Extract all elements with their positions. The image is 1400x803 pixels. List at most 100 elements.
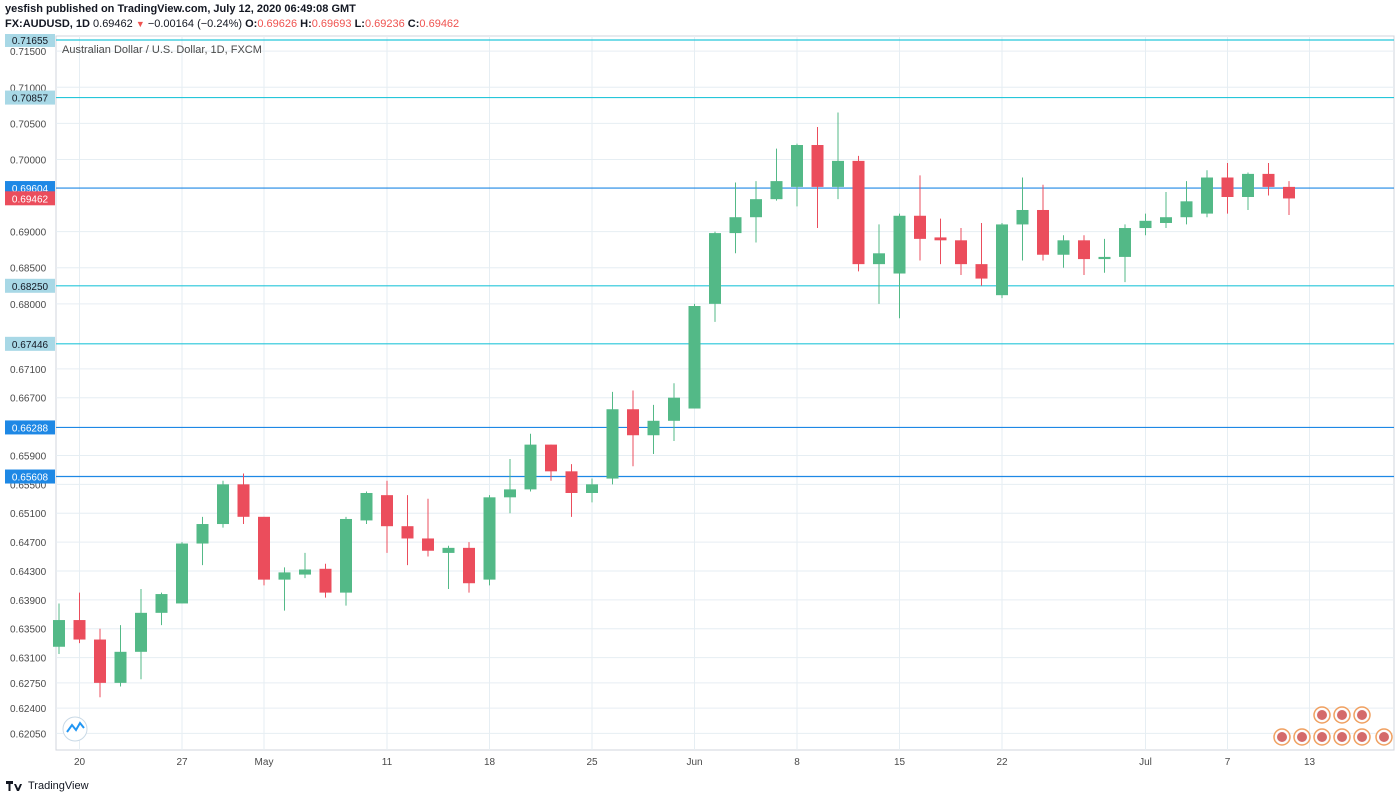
- y-tick-label: 0.65500: [10, 480, 47, 491]
- tradingview-watermark-icon: [62, 716, 88, 742]
- candle-body: [483, 497, 496, 580]
- candle: [217, 480, 229, 528]
- candle: [1057, 235, 1070, 268]
- candle: [955, 228, 967, 275]
- x-tick-label: Jun: [686, 757, 702, 768]
- y-tick-label: 0.68500: [10, 264, 47, 275]
- candle: [770, 148, 783, 201]
- level-tag-box: [5, 420, 55, 435]
- high-label: H:: [300, 18, 312, 30]
- candle-body: [53, 620, 65, 647]
- candle: [53, 603, 65, 654]
- candle-body: [94, 639, 106, 683]
- candle-body: [647, 420, 660, 436]
- low-label: L:: [354, 18, 365, 30]
- candle-body: [627, 409, 639, 436]
- candle-body: [1119, 228, 1131, 257]
- candle: [299, 552, 311, 579]
- candle: [1283, 181, 1295, 216]
- candle-body: [73, 620, 86, 640]
- event-flag-icon: [1353, 706, 1371, 724]
- candle: [258, 516, 270, 586]
- level-tag-box: [5, 469, 55, 484]
- candle: [709, 231, 721, 322]
- candle-body: [442, 547, 455, 553]
- candle: [1098, 238, 1111, 273]
- event-flag-icon: [1353, 728, 1371, 746]
- x-tick-label: 8: [794, 757, 800, 768]
- close-value: 0.69462: [419, 18, 460, 30]
- candle: [278, 567, 291, 611]
- y-tick-label: 0.68000: [10, 300, 47, 311]
- candle-body: [1160, 217, 1172, 223]
- candle: [545, 444, 557, 481]
- x-tick-label: 27: [176, 757, 188, 768]
- y-tick-label: 0.67100: [10, 365, 47, 376]
- publisher-line: yesfish published on TradingView.com, Ju…: [5, 3, 356, 15]
- candle: [1016, 177, 1029, 261]
- candle-body: [299, 569, 311, 575]
- candle-body: [155, 594, 168, 613]
- candle: [975, 222, 988, 286]
- candle-body: [955, 240, 967, 265]
- candle-body: [1180, 201, 1193, 218]
- candle: [873, 224, 885, 304]
- level-tag-box: [5, 34, 55, 47]
- candle-body: [873, 253, 885, 265]
- candle-body: [1078, 240, 1090, 260]
- tradingview-brand: TradingView: [28, 780, 89, 792]
- y-tick-label: 0.65100: [10, 509, 47, 520]
- candle-body: [196, 524, 209, 544]
- candle-body: [176, 543, 188, 604]
- candle-body: [258, 516, 270, 580]
- candle: [1037, 184, 1049, 261]
- candle-body: [1139, 220, 1152, 229]
- candle: [586, 478, 598, 503]
- candle: [893, 213, 906, 319]
- level-tag-label: 0.67446: [12, 340, 49, 351]
- candle-body: [914, 215, 926, 239]
- candlestick-chart[interactable]: 0.71500 0.71000 0.70500 0.70000 0.69000 0.685…: [0, 34, 1400, 774]
- close-label: C:: [407, 18, 420, 30]
- candle: [832, 112, 844, 200]
- x-tick-label: 20: [74, 757, 86, 768]
- candle: [381, 480, 393, 553]
- level-price-tag: 0.70857: [5, 90, 55, 105]
- event-flag-center: [1337, 732, 1347, 742]
- candle: [483, 495, 496, 586]
- candle: [1221, 163, 1234, 214]
- candle-body: [750, 199, 762, 218]
- watermark-wave: [66, 721, 85, 733]
- ticker-line: FX:AUDUSD, 1D 0.69462 ▼ −0.00164 (−0.24%…: [5, 18, 459, 30]
- y-tick-label: 0.62750: [10, 679, 47, 690]
- candle: [135, 589, 147, 680]
- event-flag-icon: [1313, 706, 1331, 724]
- candle-body: [1057, 240, 1070, 255]
- event-flag-icon: [1273, 728, 1291, 746]
- candle: [524, 433, 537, 492]
- candle-body: [852, 160, 865, 265]
- candle-body: [688, 306, 701, 409]
- event-flag-center: [1317, 732, 1327, 742]
- candle: [422, 498, 434, 557]
- level-tag-label: 0.70857: [12, 94, 49, 105]
- candle-body: [791, 145, 803, 187]
- candle-body: [1221, 177, 1234, 197]
- candle-body: [504, 489, 516, 498]
- candle: [852, 155, 865, 272]
- candle: [627, 390, 639, 467]
- event-flag-icon: [1293, 728, 1311, 746]
- candle: [1201, 170, 1213, 218]
- event-flag-icon: [1375, 728, 1393, 746]
- candle: [504, 459, 516, 514]
- down-triangle-icon: ▼: [135, 19, 145, 29]
- event-flag-center: [1317, 710, 1327, 720]
- y-tick-label: 0.69000: [10, 228, 47, 239]
- candle-body: [832, 160, 844, 187]
- last-price-label: 0.69462: [12, 194, 49, 205]
- x-tick-label: 18: [484, 757, 496, 768]
- x-tick-label: Jul: [1139, 757, 1152, 768]
- candle-body: [340, 518, 352, 593]
- candle-body: [1283, 186, 1295, 199]
- candle: [791, 143, 803, 207]
